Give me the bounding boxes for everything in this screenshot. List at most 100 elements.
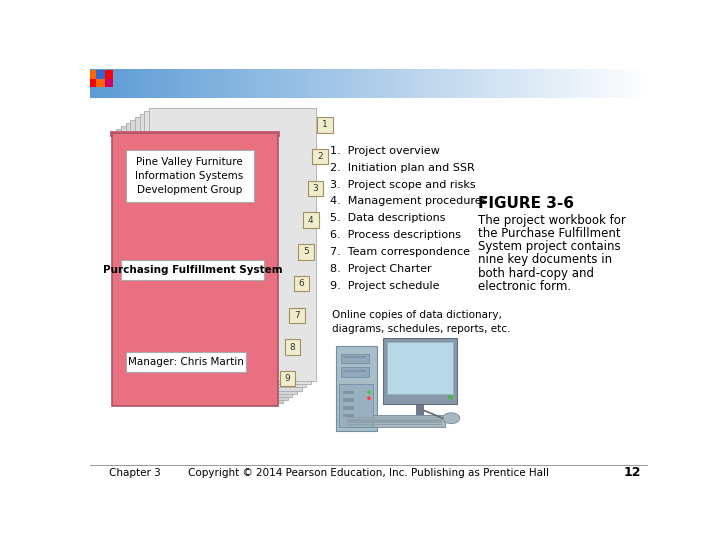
Bar	[468, 69, 469, 98]
Bar	[422, 69, 423, 98]
Bar	[418, 69, 419, 98]
Bar	[438, 69, 439, 98]
Bar	[279, 69, 280, 98]
Bar	[212, 69, 213, 98]
Bar	[319, 69, 320, 98]
Bar	[517, 69, 518, 98]
Bar	[545, 69, 546, 98]
Bar	[486, 69, 487, 98]
Bar	[391, 69, 392, 98]
Bar	[164, 69, 165, 98]
Text: System project contains: System project contains	[477, 240, 620, 253]
Bar	[213, 69, 214, 98]
Bar	[620, 69, 621, 98]
Bar	[104, 69, 106, 98]
Bar	[299, 244, 314, 260]
Bar	[398, 69, 399, 98]
Bar	[379, 69, 380, 98]
Bar	[161, 69, 162, 98]
Bar	[604, 69, 605, 98]
Bar	[90, 70, 96, 79]
Bar	[270, 69, 271, 98]
Bar	[407, 69, 408, 98]
Circle shape	[448, 395, 453, 400]
Bar	[182, 69, 183, 98]
Bar	[478, 69, 479, 98]
Bar	[327, 69, 328, 98]
Bar	[322, 69, 323, 98]
Bar	[461, 69, 462, 98]
Bar	[404, 69, 405, 98]
Bar	[144, 111, 311, 384]
Bar	[224, 69, 225, 98]
Bar	[335, 69, 336, 98]
Bar	[256, 69, 258, 98]
Bar	[330, 69, 331, 98]
Text: 8.  Project Charter: 8. Project Charter	[330, 264, 432, 274]
Bar	[159, 69, 160, 98]
Bar	[341, 69, 342, 98]
Bar	[571, 69, 572, 98]
Bar	[196, 69, 197, 98]
Bar	[393, 69, 394, 98]
Bar	[297, 69, 299, 98]
Bar	[108, 69, 109, 98]
Bar	[150, 69, 151, 98]
Bar	[231, 69, 232, 98]
Bar	[300, 69, 301, 98]
Bar	[191, 69, 192, 98]
Bar	[266, 69, 267, 98]
Bar	[437, 69, 438, 98]
Bar	[564, 69, 565, 98]
Bar	[114, 69, 116, 98]
Bar	[340, 69, 341, 98]
Bar	[548, 69, 549, 98]
Bar	[445, 69, 446, 98]
Bar	[561, 69, 562, 98]
Bar	[603, 69, 604, 98]
Bar	[527, 69, 528, 98]
Bar	[463, 69, 464, 98]
Bar	[585, 69, 586, 98]
Bar	[119, 69, 120, 98]
Bar	[269, 69, 270, 98]
Bar	[295, 69, 296, 98]
Bar	[384, 69, 385, 98]
Bar	[402, 69, 403, 98]
Bar	[96, 70, 104, 79]
Bar	[353, 69, 354, 98]
Bar	[199, 69, 200, 98]
Bar	[307, 181, 323, 196]
Bar	[316, 69, 317, 98]
Bar	[403, 69, 404, 98]
Bar	[341, 354, 369, 363]
Bar	[383, 338, 456, 403]
Bar	[632, 69, 634, 98]
Bar	[140, 114, 306, 387]
Bar	[246, 69, 248, 98]
Bar	[143, 69, 144, 98]
Bar	[293, 69, 294, 98]
Bar	[259, 69, 260, 98]
Bar	[645, 69, 646, 98]
Bar	[635, 69, 636, 98]
Bar	[462, 69, 463, 98]
Bar	[141, 69, 142, 98]
Bar	[131, 69, 132, 98]
Bar	[106, 69, 107, 98]
Bar	[195, 69, 196, 98]
Bar	[636, 69, 637, 98]
Bar	[145, 69, 147, 98]
Bar	[347, 69, 348, 98]
Bar	[104, 70, 113, 79]
Bar	[358, 69, 359, 98]
Bar	[151, 69, 152, 98]
Bar	[434, 69, 435, 98]
Bar	[154, 69, 155, 98]
Bar	[134, 69, 135, 98]
Bar	[560, 69, 561, 98]
Bar	[406, 69, 407, 98]
Bar	[149, 69, 150, 98]
Bar	[222, 69, 223, 98]
Bar	[471, 69, 472, 98]
